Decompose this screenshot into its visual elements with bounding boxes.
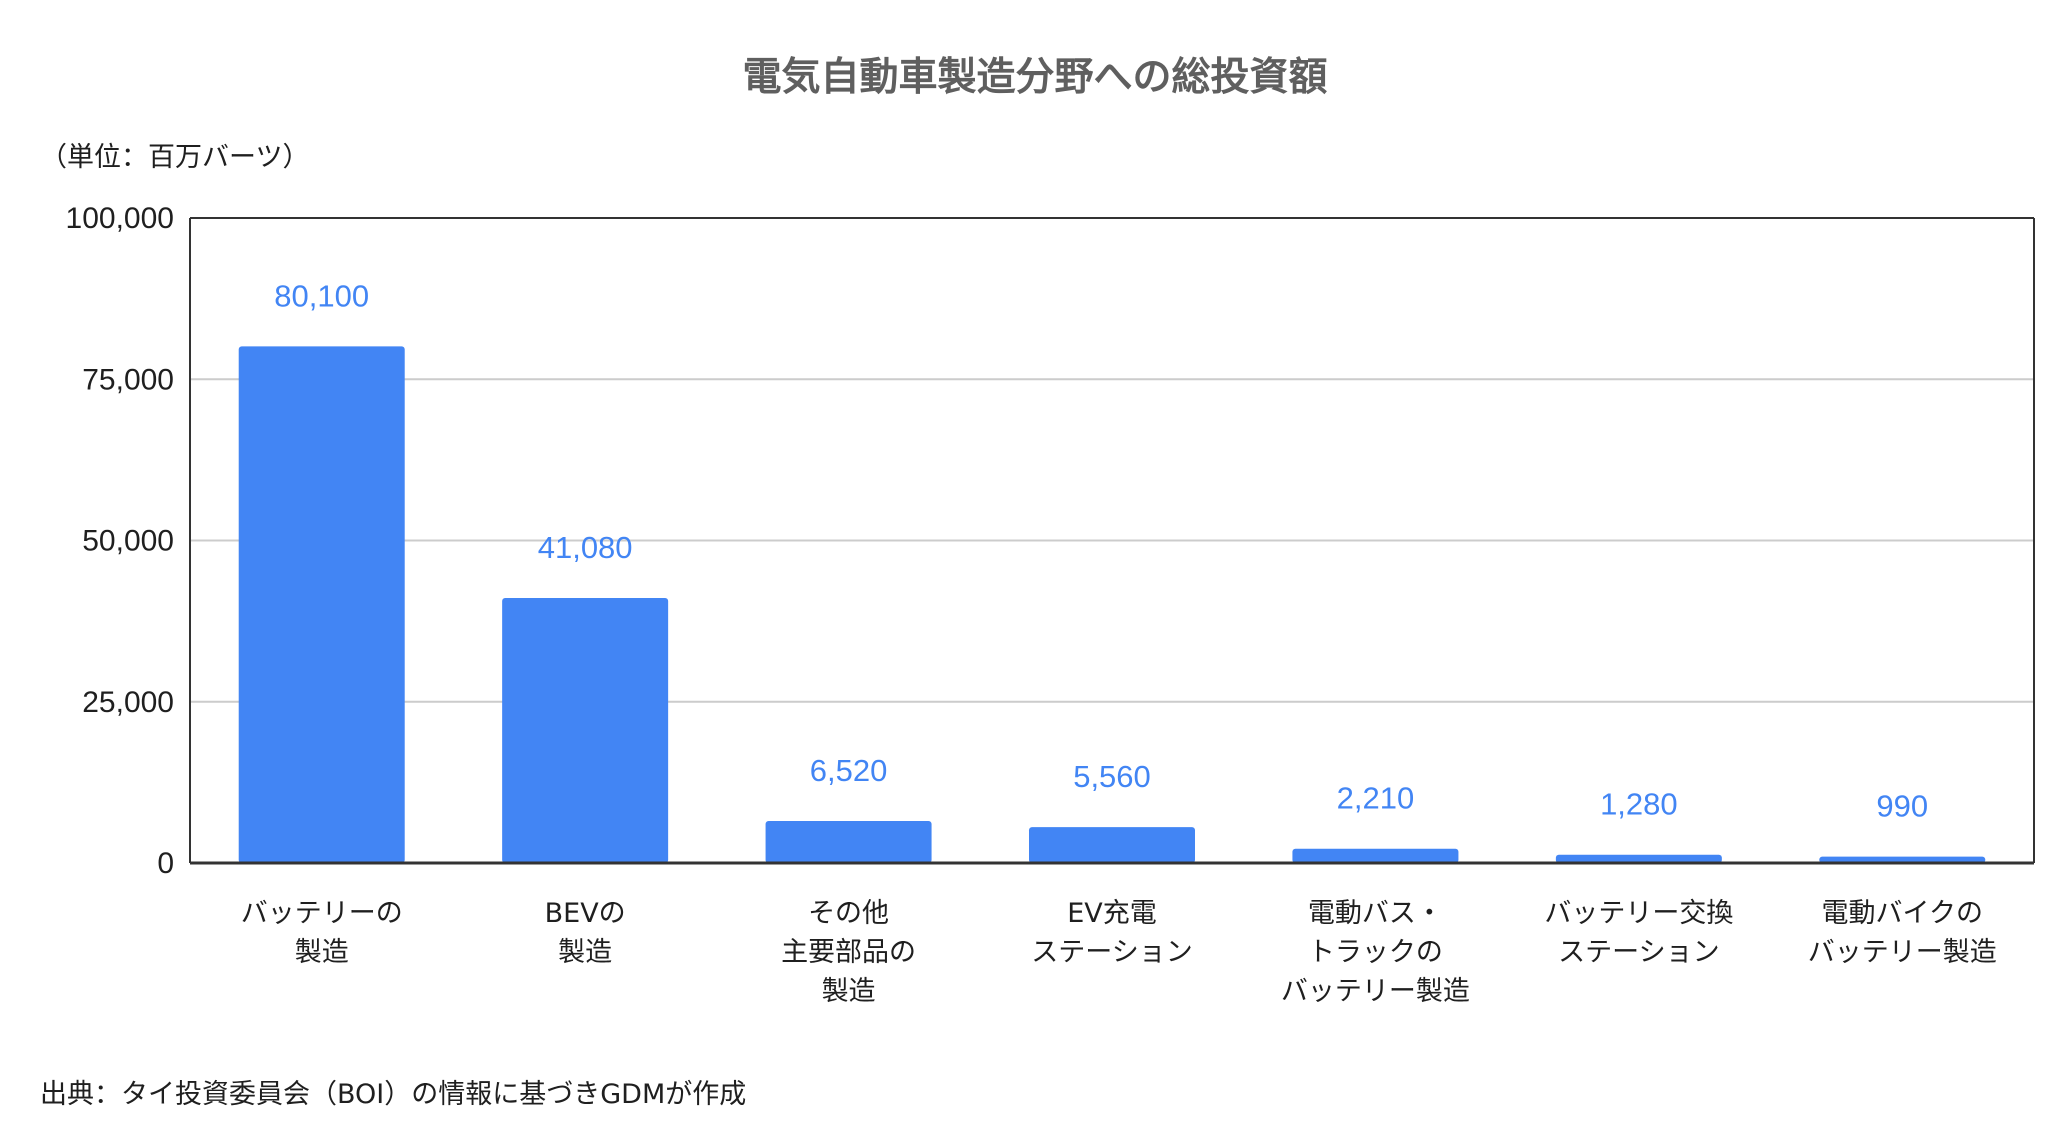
- bar: [1029, 827, 1195, 863]
- value-labels: 80,100 41,080 6,520 5,560 2,210 1,280 990: [274, 278, 1928, 823]
- x-category-label: 電動バス・トラックのバッテリー製造: [1281, 898, 1470, 1007]
- value-label: 80,100: [274, 278, 369, 313]
- bar: [1292, 848, 1459, 863]
- x-category-label: EV充電ステーション: [1031, 898, 1192, 968]
- y-tick-label: 50,000: [82, 525, 174, 558]
- chart-title: 電気自動車製造分野への総投資額: [742, 55, 1327, 100]
- y-tick-label: 25,000: [82, 686, 174, 719]
- bar: [1819, 856, 1986, 863]
- x-category-label: その他主要部品の製造: [781, 898, 916, 1007]
- bar: [765, 820, 932, 863]
- unit-label: （単位：百万バーツ）: [40, 142, 309, 173]
- x-category-label: バッテリー交換ステーション: [1544, 898, 1733, 968]
- bar: [1555, 854, 1722, 863]
- source-note: 出典：タイ投資委員会（BOI）の情報に基づきGDMが作成: [40, 1079, 746, 1110]
- value-label: 6,520: [810, 753, 888, 788]
- value-label: 2,210: [1337, 781, 1415, 816]
- y-axis-ticks: 0 25,000 50,000 75,000 100,000: [66, 202, 174, 880]
- grid-layer: [190, 378, 2034, 703]
- plot-frame: [189, 217, 2035, 865]
- bar-layer: [238, 346, 1986, 864]
- x-category-label: BEVの製造: [545, 898, 626, 968]
- bar: [238, 346, 405, 864]
- x-category-label: バッテリーの製造: [241, 898, 403, 968]
- y-tick-label: 0: [157, 847, 174, 880]
- value-label: 1,280: [1600, 787, 1678, 822]
- bar: [502, 598, 669, 863]
- value-label: 5,560: [1073, 759, 1151, 794]
- y-tick-label: 75,000: [82, 363, 174, 396]
- x-category-label: 電動バイクのバッテリー製造: [1808, 898, 1997, 968]
- value-label: 990: [1876, 789, 1928, 824]
- y-tick-label: 100,000: [66, 202, 174, 235]
- value-label: 41,080: [538, 530, 633, 565]
- x-axis-categories: バッテリーの製造 BEVの製造 その他主要部品の製造 EV充電ステーション 電動バス・ト…: [241, 898, 1997, 1007]
